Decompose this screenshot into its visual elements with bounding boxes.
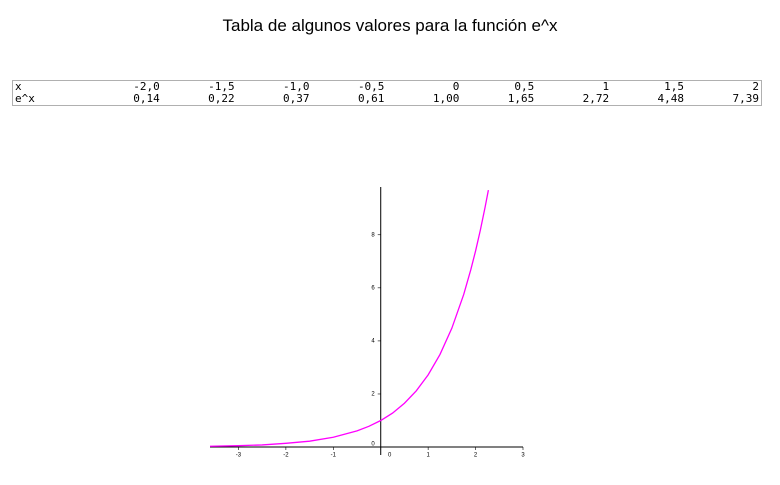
title: Tabla de algunos valores para la función… — [222, 16, 558, 35]
table-cell: 0 — [452, 80, 460, 93]
table-cell: 4,48 — [657, 92, 685, 105]
table-row: x -2,0 -1,5 -1,0 -0,5 0 0,5 1 1,5 2 — [13, 81, 762, 94]
table-cell: 0,61 — [357, 92, 385, 105]
table-cell: -1,0 — [283, 80, 310, 93]
x-tick-label: 2 — [474, 453, 478, 459]
table-cell: 2 — [752, 80, 759, 93]
value-table: x -2,0 -1,5 -1,0 -0,5 0 0,5 1 1,5 2 e^x 0,14 0,22 0,3… — [12, 80, 762, 106]
table-cell: 0,37 — [283, 92, 310, 105]
y-tick-label: 0 — [371, 442, 375, 448]
x-tick-label: 3 — [521, 453, 525, 459]
table-cell: 1,5 — [664, 80, 684, 93]
table-cell: -2,0 — [133, 80, 160, 93]
table-cell: 1,00 — [432, 92, 460, 105]
table-cell: 1,65 — [507, 92, 535, 105]
table-cell: 2,72 — [582, 92, 610, 105]
x-tick-label: -3 — [236, 453, 242, 459]
y-tick-label: 8 — [371, 232, 375, 238]
table-cell: -0,5 — [357, 80, 385, 93]
curve — [209, 190, 490, 447]
table-row: e^x 0,14 0,22 0,37 0,61 1,00 1,65 2,72 4,48 7,39 — [13, 93, 762, 106]
y-tick-label: 2 — [371, 392, 375, 398]
x-tick-label: -1 — [331, 453, 337, 459]
x-tick-label: -2 — [283, 453, 289, 459]
y-tick-label: 4 — [371, 338, 375, 344]
table-cell: x — [15, 80, 22, 93]
table-cell: 0,5 — [514, 80, 535, 93]
table-cell: 7,39 — [732, 92, 760, 105]
table-cell: 0,22 — [208, 92, 235, 105]
table-cell: -1,5 — [208, 80, 235, 93]
x-tick-label: 0 — [388, 453, 392, 459]
table-cell: 1 — [602, 80, 610, 93]
y-tick-label: 6 — [371, 285, 375, 291]
table-cell: e^x — [15, 92, 35, 105]
table-cell: 0,14 — [133, 92, 160, 105]
x-tick-label: 1 — [426, 453, 430, 459]
